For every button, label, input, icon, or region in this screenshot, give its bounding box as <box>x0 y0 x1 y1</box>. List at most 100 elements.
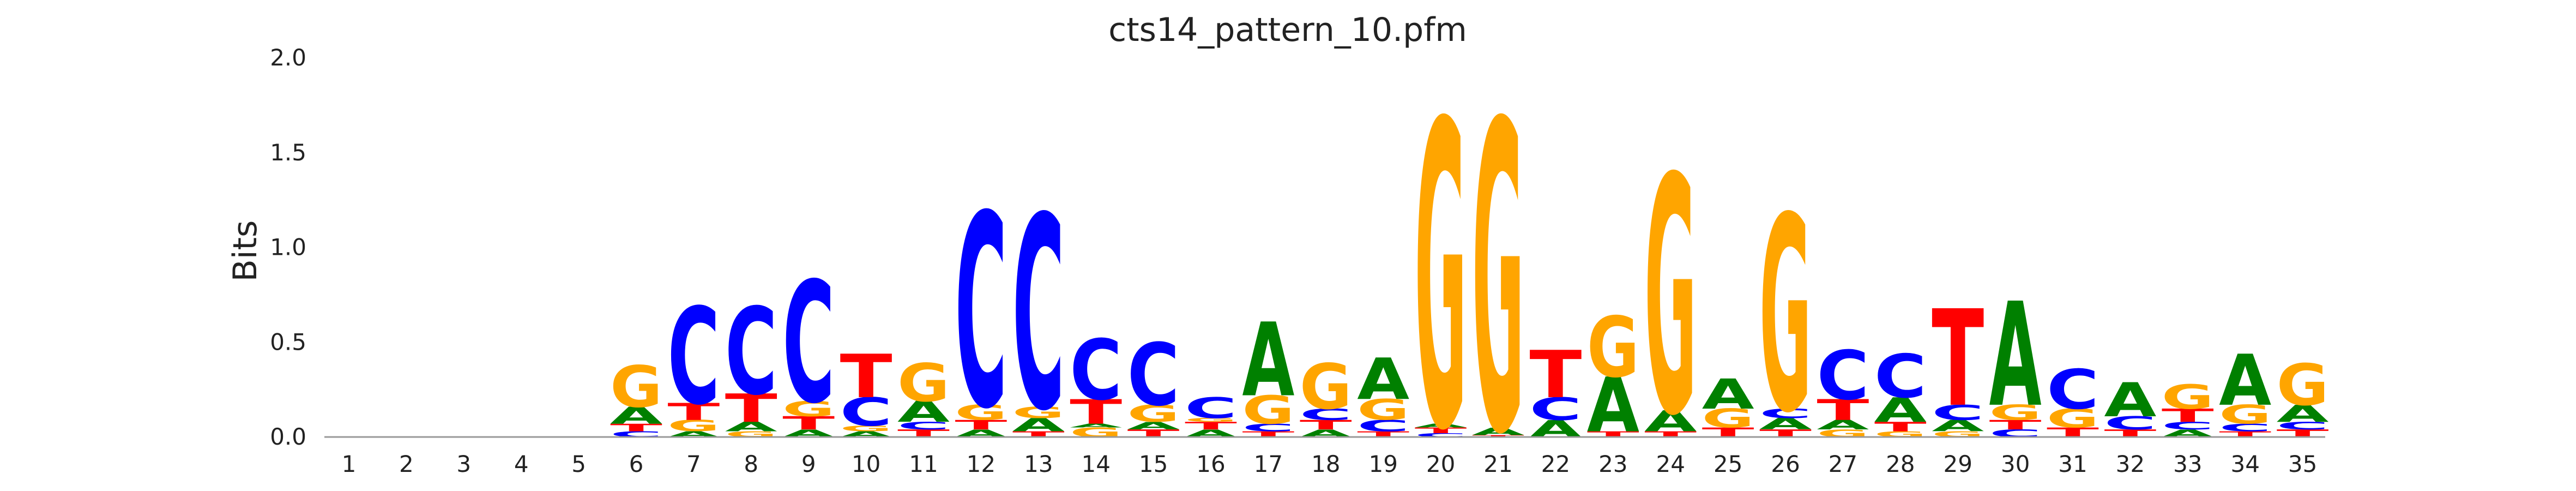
logo-letter-t: T <box>1932 282 1984 436</box>
y-axis: 0.0 0.5 1.0 1.5 2.0 <box>270 44 306 450</box>
logo-letter-t: T <box>1185 420 1237 432</box>
x-tick-label: 17 <box>1254 451 1283 477</box>
x-tick-label: 29 <box>1943 451 1972 477</box>
x-tick-label: 22 <box>1541 451 1570 477</box>
y-axis-label: Bits <box>226 220 264 282</box>
x-tick-label: 23 <box>1598 451 1627 477</box>
logo-letter-c: C <box>2162 420 2214 432</box>
logo-letter-g: G <box>1300 351 1352 423</box>
logo-letter-t: T <box>1300 417 1352 433</box>
logo-letter-c: C <box>1300 405 1352 423</box>
y-tick-label: 0.5 <box>270 328 306 355</box>
logo-letter-t: T <box>955 417 1007 433</box>
logo-letter-a: A <box>897 396 950 429</box>
logo-letter-c: C <box>1012 161 1065 469</box>
x-tick-label: 7 <box>686 451 701 477</box>
logo-letter-c: C <box>1817 337 1869 416</box>
x-tick-label: 19 <box>1368 451 1397 477</box>
logo-letter-a: A <box>1874 391 1927 430</box>
logo-letter-g: G <box>2047 404 2099 434</box>
logo-letter-g: G <box>1759 161 1812 472</box>
logo-letter-c: C <box>667 280 720 434</box>
x-tick-label: 27 <box>1829 451 1857 477</box>
logo-letter-a: A <box>1415 423 1467 429</box>
logo-letter-a: A <box>610 402 662 429</box>
logo-letter-c: C <box>1759 406 1812 421</box>
logo-letter-g: G <box>2162 378 2214 417</box>
x-tick-label: 10 <box>852 451 880 477</box>
x-tick-label: 32 <box>2116 451 2145 477</box>
logo-letter-g: G <box>1587 300 1639 397</box>
x-tick-label: 6 <box>629 451 644 477</box>
logo-letter-a: A <box>1702 370 1754 419</box>
logo-letter-c: C <box>2219 422 2271 434</box>
logo-letter-a: A <box>1529 415 1582 442</box>
logo-letter-c: C <box>1242 422 1294 434</box>
logo-letter-a: A <box>1587 361 1639 449</box>
logo-letter-g: G <box>1357 394 1409 427</box>
logo-letter-a: A <box>1357 346 1409 413</box>
logo-letter-t: T <box>1989 417 2042 433</box>
logo-letter-c: C <box>782 247 835 441</box>
logo-letter-g: G <box>1644 110 1697 487</box>
logo-letter-g: G <box>1012 404 1065 422</box>
logo-letter-c: C <box>840 390 892 435</box>
x-tick-label: 12 <box>967 451 996 477</box>
x-tick-label: 35 <box>2288 451 2317 477</box>
x-tick-label: 34 <box>2230 451 2259 477</box>
logo-letter-a: A <box>1759 415 1812 433</box>
y-tick-label: 0.0 <box>270 423 306 450</box>
logo-letter-t: T <box>1874 419 1927 434</box>
logo-letter-c: C <box>725 283 777 422</box>
logo-letter-c: C <box>1415 432 1467 438</box>
logo-letter-a: A <box>2219 340 2271 422</box>
logo-letter-c: C <box>1357 417 1409 435</box>
logo-letter-g: G <box>1242 387 1294 433</box>
logo-letter-t: T <box>1070 392 1122 432</box>
logo-letter-c: C <box>897 420 950 432</box>
logo-letter-a: A <box>1242 302 1294 420</box>
logo-letter-t: T <box>1472 435 1524 438</box>
logo-letter-c: C <box>1185 392 1237 424</box>
logo-letter-g: G <box>1472 34 1524 491</box>
x-tick-label: 8 <box>744 451 758 477</box>
logo-letter-c: C <box>1874 342 1927 411</box>
logo-letter-g: G <box>667 417 720 435</box>
logo-letter-c: C <box>1932 401 1984 425</box>
logo-letter-g: G <box>610 354 662 421</box>
logo-letter-c: C <box>1070 322 1122 419</box>
x-tick-label: 14 <box>1081 451 1110 477</box>
logo-letter-g: G <box>1185 417 1237 423</box>
x-tick-label: 28 <box>1886 451 1915 477</box>
x-tick-label: 13 <box>1024 451 1053 477</box>
y-tick-label: 2.0 <box>270 44 306 71</box>
logo-letter-c: C <box>2047 358 2099 422</box>
x-tick-label: 18 <box>1311 451 1340 477</box>
logo-letter-c: C <box>1529 391 1582 428</box>
x-tick-label: 26 <box>1771 451 1800 477</box>
y-tick-label: 1.5 <box>270 139 306 166</box>
logo-letter-t: T <box>1817 393 1869 427</box>
x-tick-label: 2 <box>399 451 414 477</box>
logo-letter-t: T <box>2162 405 2214 427</box>
logo-letter-t: T <box>1415 426 1467 435</box>
logo-letter-g: G <box>1415 36 1467 491</box>
logo-letter-a: A <box>1070 423 1122 429</box>
logo-letter-a: A <box>2104 373 2156 428</box>
x-tick-label: 4 <box>514 451 529 477</box>
x-tick-label: 33 <box>2173 451 2202 477</box>
logo-letter-c: C <box>2277 420 2329 432</box>
x-tick-label: 15 <box>1139 451 1168 477</box>
logo-letter-t: T <box>610 422 662 434</box>
logo-letter-a: A <box>1472 426 1524 438</box>
x-tick-label: 21 <box>1483 451 1512 477</box>
x-tick-label: 11 <box>909 451 938 477</box>
logo-letter-a: A <box>1012 415 1065 436</box>
logo-letter-g: G <box>2219 400 2271 430</box>
logo-letter-a: A <box>1932 417 1984 435</box>
x-tick-label: 30 <box>2001 451 2030 477</box>
x-tick-label: 20 <box>1426 451 1455 477</box>
logo-letter-c: C <box>2104 412 2156 434</box>
x-tick-label: 1 <box>342 451 357 477</box>
logo-letter-a: A <box>1989 273 2042 439</box>
